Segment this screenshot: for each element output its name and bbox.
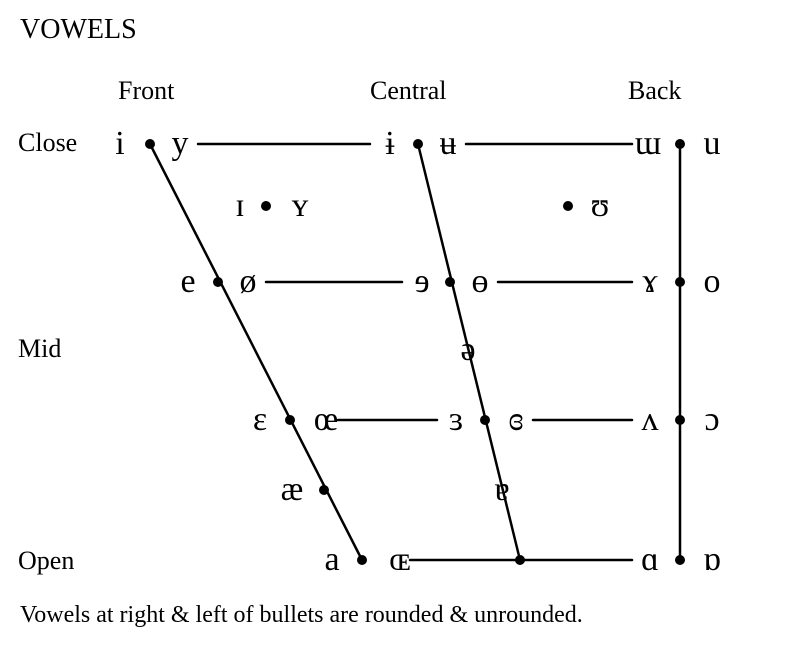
vowel-glyph: æ (281, 473, 304, 507)
row-label-close: Close (18, 128, 77, 158)
vowel-glyph: i (115, 127, 124, 161)
vowel-glyph: ø (240, 265, 257, 299)
vowel-glyph: ə (460, 333, 475, 367)
col-label-central: Central (370, 76, 447, 106)
vowel-glyph: ɒ (703, 543, 721, 577)
vowel-glyph: ɨ (385, 127, 394, 161)
vowel-glyph: ɵ (472, 265, 489, 299)
vowel-glyph: u (704, 127, 721, 161)
vowel-glyph: ɶ (389, 543, 410, 577)
vowel-glyph: ɤ (642, 265, 657, 299)
vowel-glyph: ʊ (591, 189, 610, 223)
vowel-glyph: ɐ (494, 473, 509, 507)
col-label-back: Back (628, 76, 681, 106)
vowel-glyph: y (172, 127, 189, 161)
vowel-glyph: o (704, 265, 721, 299)
vowel-chart: VOWELS Front Central Back Close Mid Open i y ɨ ʉ… (0, 0, 812, 648)
vowel-glyph: ɑ (641, 543, 659, 577)
footnote: Vowels at right & left of bullets are ro… (20, 602, 583, 629)
vowel-glyph: ɯ (635, 127, 661, 161)
vowel-glyph: ɪ (235, 189, 244, 223)
row-label-mid: Mid (18, 334, 61, 364)
col-label-front: Front (118, 76, 174, 106)
vowel-glyph: ɘ (414, 265, 429, 299)
vowel-glyph: ʉ (440, 127, 457, 161)
vowel-glyph: ɞ (508, 403, 523, 437)
vowel-glyph: ʏ (292, 189, 309, 223)
vowel-glyph: œ (314, 403, 339, 437)
chart-title: VOWELS (20, 14, 137, 46)
vowel-glyph: a (324, 543, 339, 577)
row-label-open: Open (18, 546, 74, 576)
vowel-glyph: ɜ (449, 403, 463, 437)
vowel-glyph: e (180, 265, 195, 299)
vowel-glyph: ʌ (642, 403, 659, 437)
vowel-glyph: ɛ (253, 403, 267, 437)
vowel-glyph: ɔ (704, 403, 719, 437)
